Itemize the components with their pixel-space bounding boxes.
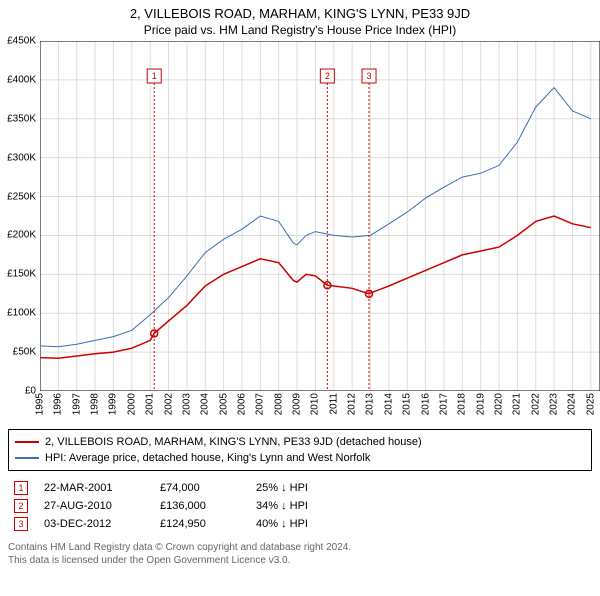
sale-date: 27-AUG-2010 xyxy=(44,497,144,515)
x-tick-label: 1996 xyxy=(53,393,64,415)
legend-box: 2, VILLEBOIS ROAD, MARHAM, KING'S LYNN, … xyxy=(8,429,592,471)
svg-text:1: 1 xyxy=(152,71,157,81)
legend-swatch xyxy=(15,457,39,459)
svg-text:2: 2 xyxy=(325,71,330,81)
sale-badge: 3 xyxy=(14,517,28,531)
legend-label: HPI: Average price, detached house, King… xyxy=(45,450,370,466)
sales-list: 1 22-MAR-2001 £74,000 25% ↓ HPI 2 27-AUG-2010… xyxy=(8,475,592,537)
y-tick-label: £400K xyxy=(7,74,36,85)
y-tick-label: £300K xyxy=(7,152,36,163)
x-tick-label: 2015 xyxy=(402,393,413,415)
x-tick-label: 1997 xyxy=(71,393,82,415)
x-tick-label: 2023 xyxy=(549,393,560,415)
legend-swatch xyxy=(15,441,39,443)
y-tick-label: £150K xyxy=(7,269,36,280)
x-tick-label: 2014 xyxy=(383,393,394,415)
x-tick-label: 1998 xyxy=(90,393,101,415)
chart-container: £0£50K£100K£150K£200K£250K£300K£350K£400… xyxy=(40,41,600,391)
x-tick-label: 2024 xyxy=(567,393,578,415)
x-tick-label: 2017 xyxy=(438,393,449,415)
y-tick-label: £250K xyxy=(7,191,36,202)
x-tick-label: 2025 xyxy=(585,393,596,415)
y-tick-label: £200K xyxy=(7,230,36,241)
footer-line-2: This data is licensed under the Open Gov… xyxy=(8,554,592,567)
x-tick-label: 2018 xyxy=(457,393,468,415)
x-axis-labels: 1995199619971998199920002001200220032004… xyxy=(40,391,600,423)
x-tick-label: 2007 xyxy=(255,393,266,415)
x-tick-label: 1999 xyxy=(108,393,119,415)
sale-date: 03-DEC-2012 xyxy=(44,515,144,533)
x-tick-label: 2016 xyxy=(420,393,431,415)
sale-row: 3 03-DEC-2012 £124,950 40% ↓ HPI xyxy=(14,515,586,533)
y-tick-label: £50K xyxy=(13,347,36,358)
x-tick-label: 2011 xyxy=(328,393,339,415)
sale-price: £136,000 xyxy=(160,497,240,515)
legend-row: HPI: Average price, detached house, King… xyxy=(15,450,585,466)
page-subtitle: Price paid vs. HM Land Registry's House … xyxy=(0,23,600,37)
x-tick-label: 2005 xyxy=(218,393,229,415)
y-axis-labels: £0£50K£100K£150K£200K£250K£300K£350K£400… xyxy=(0,41,38,391)
x-tick-label: 2002 xyxy=(163,393,174,415)
sale-date: 22-MAR-2001 xyxy=(44,479,144,497)
x-tick-label: 2009 xyxy=(292,393,303,415)
x-tick-label: 2022 xyxy=(530,393,541,415)
y-tick-label: £100K xyxy=(7,308,36,319)
page-title: 2, VILLEBOIS ROAD, MARHAM, KING'S LYNN, … xyxy=(0,6,600,21)
sale-hpi-delta: 25% ↓ HPI xyxy=(256,479,308,497)
sale-hpi-delta: 34% ↓ HPI xyxy=(256,497,308,515)
x-tick-label: 2001 xyxy=(145,393,156,415)
sale-row: 1 22-MAR-2001 £74,000 25% ↓ HPI xyxy=(14,479,586,497)
x-tick-label: 2008 xyxy=(273,393,284,415)
x-tick-label: 2013 xyxy=(365,393,376,415)
x-tick-label: 2004 xyxy=(200,393,211,415)
sale-row: 2 27-AUG-2010 £136,000 34% ↓ HPI xyxy=(14,497,586,515)
x-tick-label: 2010 xyxy=(310,393,321,415)
x-tick-label: 2020 xyxy=(494,393,505,415)
x-tick-label: 2006 xyxy=(236,393,247,415)
x-tick-label: 2019 xyxy=(475,393,486,415)
sale-badge: 1 xyxy=(14,481,28,495)
legend-row: 2, VILLEBOIS ROAD, MARHAM, KING'S LYNN, … xyxy=(15,434,585,450)
sale-hpi-delta: 40% ↓ HPI xyxy=(256,515,308,533)
svg-text:3: 3 xyxy=(367,71,372,81)
y-tick-label: £450K xyxy=(7,36,36,47)
sale-price: £124,950 xyxy=(160,515,240,533)
footer-line-1: Contains HM Land Registry data © Crown c… xyxy=(8,541,592,554)
sale-badge: 2 xyxy=(14,499,28,513)
chart-plot: 1 2 3 xyxy=(40,41,600,391)
footer-attribution: Contains HM Land Registry data © Crown c… xyxy=(8,541,592,567)
x-tick-label: 1995 xyxy=(35,393,46,415)
x-tick-label: 2003 xyxy=(181,393,192,415)
x-tick-label: 2000 xyxy=(126,393,137,415)
y-tick-label: £350K xyxy=(7,113,36,124)
x-tick-label: 2021 xyxy=(512,393,523,415)
x-tick-label: 2012 xyxy=(347,393,358,415)
legend-label: 2, VILLEBOIS ROAD, MARHAM, KING'S LYNN, … xyxy=(45,434,422,450)
sale-price: £74,000 xyxy=(160,479,240,497)
